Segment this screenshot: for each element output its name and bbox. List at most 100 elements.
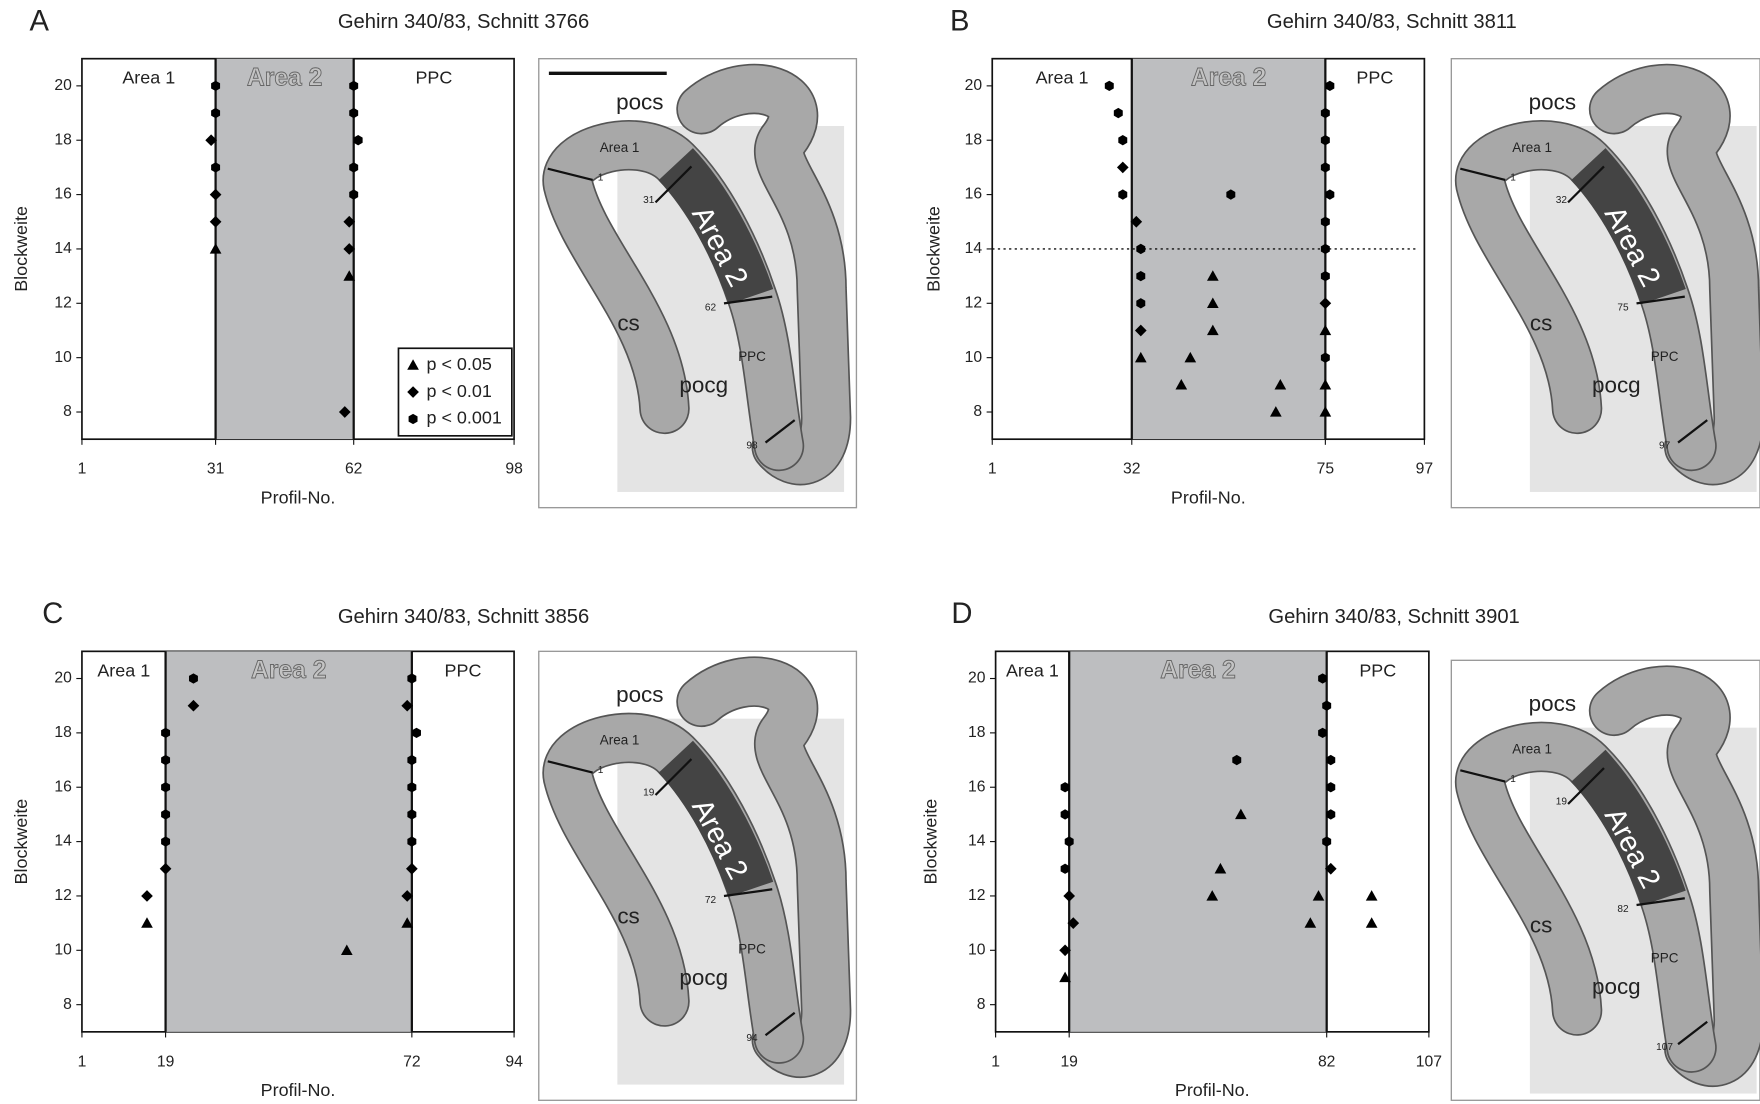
region-label: Area 1 [122, 68, 175, 88]
diagram-label: Area 1 [1512, 742, 1552, 757]
area-2-shade [216, 59, 354, 440]
panel-letter: C [42, 598, 63, 630]
x-tick-label: 107 [1416, 1053, 1442, 1070]
diagram-label: PPC [1651, 950, 1679, 965]
y-tick-label: 14 [968, 833, 986, 850]
diagram-label: pocg [679, 372, 728, 397]
region-label: Area 2 [251, 657, 326, 684]
diagram-label: 97 [1659, 441, 1671, 452]
diagram-label: 94 [746, 1033, 758, 1044]
diagram-label: cs [617, 903, 639, 928]
region-label: Area 1 [1006, 660, 1059, 680]
panel-title: Gehirn 340/83, Schnitt 3901 [1268, 606, 1519, 628]
panel-title: Gehirn 340/83, Schnitt 3766 [338, 11, 589, 33]
diagram-label: pocg [1592, 372, 1641, 397]
diagram-label: 31 [643, 195, 655, 206]
y-tick-label: 16 [54, 186, 72, 203]
region-label: PPC [1356, 68, 1393, 88]
diagram-label: pocg [679, 965, 728, 990]
diagram-label: Area 1 [600, 140, 640, 155]
area-2-shade [1069, 651, 1327, 1032]
y-tick-label: 14 [54, 240, 72, 257]
x-axis-label: Profil-No. [261, 1080, 336, 1100]
x-axis-label: Profil-No. [1175, 1080, 1250, 1100]
diagram-label: 1 [598, 172, 604, 183]
diagram-label: PPC [1651, 349, 1679, 364]
y-tick-label: 8 [63, 996, 72, 1013]
panel-title: Gehirn 340/83, Schnitt 3811 [1267, 11, 1517, 33]
diagram-label: 72 [705, 895, 717, 906]
diagram-label: pocs [1529, 691, 1576, 716]
y-tick-label: 16 [965, 186, 983, 203]
panel-title: Gehirn 340/83, Schnitt 3856 [338, 606, 589, 628]
y-tick-label: 20 [54, 77, 72, 94]
x-tick-label: 72 [403, 1053, 420, 1070]
legend-label: p < 0.01 [427, 381, 492, 401]
diagram-label: 1 [1510, 172, 1516, 183]
y-tick-label: 16 [54, 778, 72, 795]
legend-label: p < 0.001 [427, 408, 502, 428]
y-tick-label: 8 [63, 403, 72, 420]
x-tick-label: 19 [1060, 1053, 1077, 1070]
x-tick-label: 32 [1123, 461, 1140, 478]
diagram-label: 19 [1556, 796, 1568, 807]
x-axis-label: Profil-No. [1171, 487, 1246, 507]
y-tick-label: 12 [54, 294, 71, 311]
area-2-shade [166, 651, 412, 1032]
y-tick-label: 12 [54, 887, 71, 904]
region-label: Area 1 [1036, 68, 1089, 88]
y-tick-label: 20 [968, 670, 986, 687]
figure: A Gehirn 340/83, Schnitt 3766 Area 1 Area 2… [0, 0, 1760, 1104]
x-tick-label: 97 [1416, 461, 1433, 478]
diagram-label: 98 [746, 441, 758, 452]
panel-letter: A [30, 5, 50, 37]
region-label: Area 2 [1160, 657, 1236, 684]
y-tick-label: 8 [977, 996, 986, 1013]
y-tick-label: 20 [965, 77, 983, 94]
x-tick-label: 75 [1317, 461, 1335, 478]
x-tick-label: 1 [78, 1053, 87, 1070]
diagram-label: cs [1530, 912, 1552, 937]
x-tick-label: 31 [207, 461, 224, 478]
diagram-label: 107 [1656, 1042, 1673, 1053]
x-tick-label: 1 [988, 461, 997, 478]
y-tick-label: 10 [968, 941, 986, 958]
diagram-label: 1 [598, 765, 604, 776]
diagram-label: 75 [1617, 303, 1629, 314]
region-label: PPC [445, 660, 482, 680]
panel-letter: D [951, 598, 972, 630]
diagram-label: pocg [1592, 974, 1641, 999]
y-tick-label: 10 [54, 349, 72, 366]
region-label: PPC [1359, 660, 1396, 680]
y-axis-label: Blockweite [924, 206, 944, 292]
x-tick-label: 1 [78, 461, 87, 478]
x-tick-label: 19 [157, 1053, 174, 1070]
x-tick-label: 1 [991, 1053, 1000, 1070]
x-tick-label: 82 [1318, 1053, 1335, 1070]
y-tick-label: 14 [54, 833, 72, 850]
y-tick-label: 8 [973, 403, 982, 420]
y-tick-label: 10 [54, 941, 72, 958]
panel-letter: B [950, 5, 969, 37]
diagram-label: PPC [738, 349, 766, 364]
x-tick-label: 98 [505, 461, 523, 478]
region-label: Area 2 [1191, 64, 1267, 91]
page: A Gehirn 340/83, Schnitt 3766 Area 1 Area 2… [0, 0, 1760, 1104]
diagram-label: 32 [1556, 195, 1568, 206]
y-axis-label: Blockweite [11, 206, 31, 292]
diagram-label: PPC [738, 941, 766, 956]
diagram-label: 82 [1617, 904, 1629, 915]
region-label: PPC [415, 68, 452, 88]
diagram-label: Area 1 [600, 733, 640, 748]
diagram-label: cs [617, 311, 639, 336]
x-axis-label: Profil-No. [261, 487, 336, 507]
x-tick-label: 94 [505, 1053, 523, 1070]
y-tick-label: 20 [54, 670, 72, 687]
region-label: Area 1 [97, 660, 150, 680]
diagram-label: 1 [1510, 774, 1516, 785]
diagram-label: Area 1 [1512, 140, 1552, 155]
diagram-label: cs [1530, 311, 1552, 336]
y-tick-label: 18 [965, 131, 983, 148]
y-tick-label: 12 [965, 294, 982, 311]
region-label: Area 2 [247, 64, 323, 91]
